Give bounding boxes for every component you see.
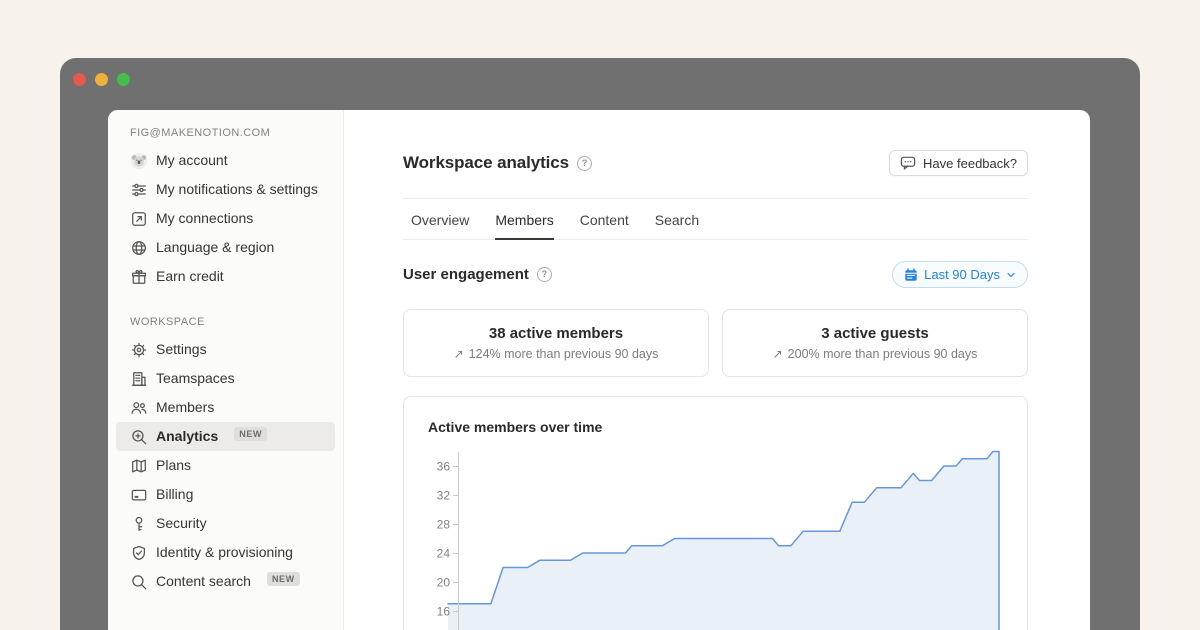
sidebar-item-language-region[interactable]: Language & region xyxy=(116,233,335,262)
sidebar-item-content-search[interactable]: Content search NEW xyxy=(116,567,335,596)
svg-text:16: 16 xyxy=(437,605,451,619)
sidebar-item-label: My notifications & settings xyxy=(156,181,318,197)
sidebar-item-teamspaces[interactable]: Teamspaces xyxy=(116,364,335,393)
people-icon xyxy=(130,399,148,417)
map-icon xyxy=(130,457,148,475)
sidebar-item-label: Settings xyxy=(156,341,207,357)
help-icon[interactable]: ? xyxy=(576,155,592,171)
svg-text:28: 28 xyxy=(437,518,451,532)
sidebar-item-billing[interactable]: Billing xyxy=(116,480,335,509)
svg-text:32: 32 xyxy=(437,489,451,503)
settings-sidebar: FIG@MAKENOTION.COM My account xyxy=(108,110,344,630)
header-divider xyxy=(403,198,1028,199)
globe-icon xyxy=(130,239,148,257)
settings-dialog: FIG@MAKENOTION.COM My account xyxy=(108,110,1090,630)
arrow-up-right-box-icon xyxy=(130,210,148,228)
new-badge: NEW xyxy=(266,572,300,586)
sidebar-item-settings[interactable]: Settings xyxy=(116,335,335,364)
magnifier-plus-icon xyxy=(130,428,148,446)
analytics-panel: Workspace analytics ? Have feedback? xyxy=(344,110,1090,630)
sidebar-item-label: Language & region xyxy=(156,239,275,255)
sidebar-item-label: Plans xyxy=(156,457,192,473)
tab-overview[interactable]: Overview xyxy=(411,212,470,228)
shield-check-icon xyxy=(130,544,148,562)
sidebar-item-label: Earn credit xyxy=(156,268,224,284)
building-icon xyxy=(130,370,148,388)
magnifier-icon xyxy=(130,573,148,591)
sidebar-item-label: Billing xyxy=(156,486,194,502)
sidebar-item-identity-provisioning[interactable]: Identity & provisioning xyxy=(116,538,335,567)
chart-title: Active members over time xyxy=(428,419,603,435)
app-window: FIG@MAKENOTION.COM My account xyxy=(60,58,1140,630)
have-feedback-button[interactable]: Have feedback? xyxy=(889,150,1028,176)
gear-icon xyxy=(130,341,148,359)
sidebar-item-earn-credit[interactable]: Earn credit xyxy=(116,262,335,291)
credit-card-icon xyxy=(130,486,148,504)
date-range-dropdown[interactable]: Last 90 Days xyxy=(892,261,1028,288)
active-members-chart-card: Active members over time 16 20 24 28 32 36 xyxy=(403,396,1028,630)
minimize-window-button[interactable] xyxy=(95,73,108,86)
sidebar-item-analytics[interactable]: Analytics NEW xyxy=(116,422,335,451)
sidebar-item-my-notifications-settings[interactable]: My notifications & settings xyxy=(116,175,335,204)
analytics-tabs: Overview Members Content Search xyxy=(403,199,1028,240)
sidebar-item-my-account[interactable]: My account xyxy=(116,146,335,175)
stat-delta-text: 200% more than previous 90 days xyxy=(787,347,978,361)
help-icon[interactable]: ? xyxy=(536,267,552,282)
gift-icon xyxy=(130,268,148,286)
active-members-area-chart: 16 20 24 28 32 36 xyxy=(437,450,1000,630)
stat-headline: 3 active guests xyxy=(821,325,929,342)
have-feedback-label: Have feedback? xyxy=(923,155,1017,171)
calendar-icon xyxy=(904,267,918,282)
sidebar-item-my-connections[interactable]: My connections xyxy=(116,204,335,233)
new-badge: NEW xyxy=(234,427,268,441)
tab-members[interactable]: Members xyxy=(495,212,554,240)
koala-avatar-icon xyxy=(130,152,148,170)
expand-window-button[interactable] xyxy=(117,73,130,86)
sliders-icon xyxy=(130,181,148,199)
svg-text:20: 20 xyxy=(437,576,451,590)
trend-up-icon: ↗ xyxy=(772,347,783,361)
stat-headline: 38 active members xyxy=(488,325,624,342)
sidebar-item-label: Content search xyxy=(156,573,251,589)
tab-search[interactable]: Search xyxy=(654,212,700,228)
sidebar-item-members[interactable]: Members xyxy=(116,393,335,422)
sidebar-item-security[interactable]: Security xyxy=(116,509,335,538)
account-section-label: FIG@MAKENOTION.COM xyxy=(130,127,271,139)
workspace-section-label: WORKSPACE xyxy=(130,316,205,328)
user-engagement-title: User engagement xyxy=(403,266,529,283)
sidebar-item-label: My account xyxy=(156,152,228,168)
sidebar-item-plans[interactable]: Plans xyxy=(116,451,335,480)
sidebar-item-label: Analytics xyxy=(156,428,219,444)
sidebar-item-label: Identity & provisioning xyxy=(156,544,293,560)
sidebar-item-label: My connections xyxy=(156,210,254,226)
tab-content[interactable]: Content xyxy=(579,212,629,228)
sidebar-item-label: Members xyxy=(156,399,215,415)
svg-text:36: 36 xyxy=(437,460,451,474)
trend-up-icon: ↗ xyxy=(453,347,464,361)
close-window-button[interactable] xyxy=(73,73,86,86)
sidebar-item-label: Teamspaces xyxy=(156,370,235,386)
chevron-down-icon xyxy=(1006,270,1016,280)
active-members-stat-card: 38 active members ↗ 124% more than previ… xyxy=(403,309,709,377)
stat-delta-text: 124% more than previous 90 days xyxy=(468,347,659,361)
svg-text:24: 24 xyxy=(437,547,451,561)
sidebar-item-label: Security xyxy=(156,515,207,531)
speech-bubble-icon xyxy=(900,155,916,171)
date-range-label: Last 90 Days xyxy=(924,267,1000,282)
page-title: Workspace analytics xyxy=(403,153,569,172)
key-icon xyxy=(130,515,148,533)
active-guests-stat-card: 3 active guests ↗ 200% more than previou… xyxy=(722,309,1028,377)
